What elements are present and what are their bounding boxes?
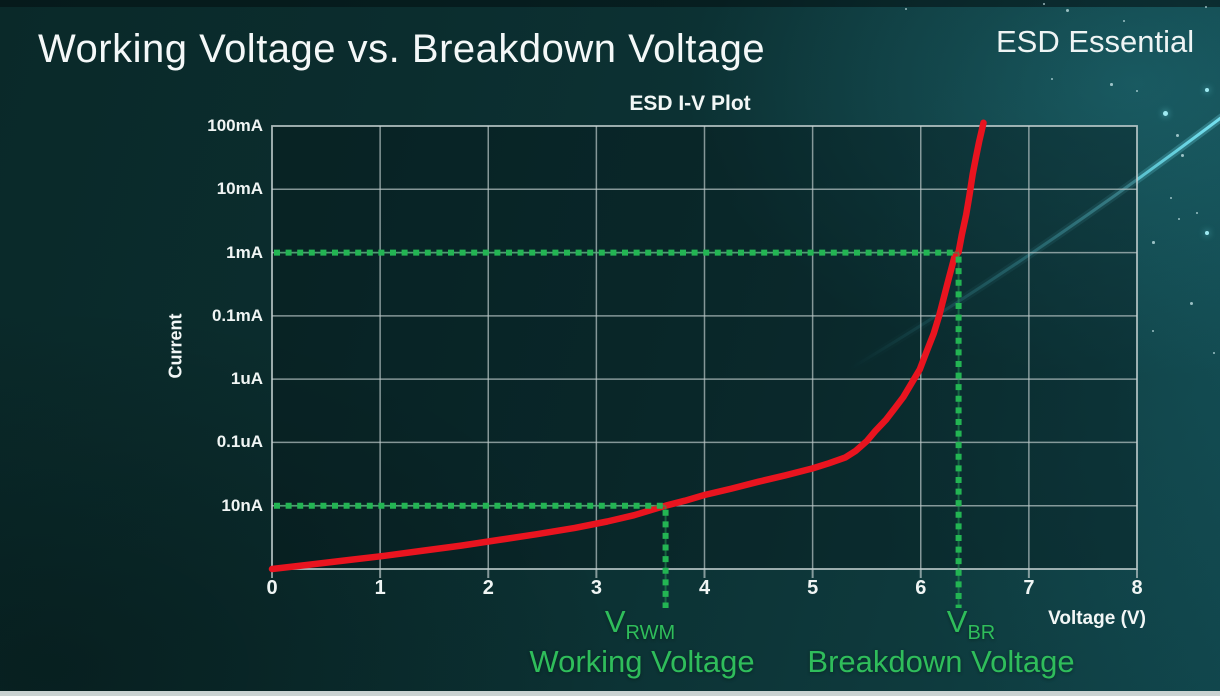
x-tick-label: 2	[482, 577, 494, 599]
particle-dot	[1066, 9, 1069, 12]
slide-title: Working Voltage vs. Breakdown Voltage	[38, 27, 766, 71]
particle-dot	[1196, 212, 1198, 214]
x-tick-label: 5	[807, 577, 819, 599]
particle-dot	[1190, 302, 1193, 305]
chart-title: ESD I-V Plot	[629, 92, 751, 115]
y-tick-label: 10nA	[221, 495, 263, 515]
x-axis-label: Voltage (V)	[1048, 608, 1146, 629]
y-tick-label: 10mA	[216, 179, 263, 199]
y-tick-label: 1mA	[226, 242, 263, 262]
particle-dot	[1051, 78, 1053, 80]
vbr-annotation: VBR	[946, 604, 995, 643]
x-tick-label: 8	[1131, 577, 1143, 599]
vrwm-annotation: VRWM	[604, 604, 675, 643]
particle-dot	[1152, 241, 1155, 244]
particle-dot	[1123, 20, 1125, 22]
particle-dot	[1163, 111, 1168, 116]
particle-dot	[1205, 6, 1207, 8]
y-tick-label: 1uA	[230, 369, 263, 389]
particle-dot	[1176, 134, 1179, 137]
particle-dot	[1152, 330, 1154, 332]
particle-dot	[1043, 3, 1045, 5]
particle-dot	[1181, 154, 1184, 157]
x-tick-label: 7	[1023, 577, 1035, 599]
vrwm-symbol: V	[604, 604, 626, 639]
x-tick-label: 6	[915, 577, 927, 599]
y-tick-label: 0.1mA	[211, 305, 263, 325]
particle-dot	[1178, 218, 1180, 220]
vbr-symbol: V	[946, 604, 968, 639]
x-tick-label: 4	[698, 577, 711, 599]
particle-dot	[1110, 83, 1113, 86]
x-tick-label: 3	[590, 577, 602, 599]
vbr-subscript: BR	[967, 622, 996, 645]
x-tick-label: 1	[374, 577, 386, 599]
bottom-strip	[0, 691, 1220, 696]
particle-dot	[1205, 88, 1209, 92]
vbr-caption: Breakdown Voltage	[807, 644, 1075, 679]
particle-dot	[1205, 231, 1209, 235]
brand-text: ESD Essential	[996, 24, 1195, 59]
particle-dot	[1170, 197, 1172, 199]
x-tick-label: 0	[266, 577, 278, 599]
vrwm-subscript: RWM	[625, 622, 676, 645]
y-tick-label: 100mA	[207, 116, 263, 135]
vrwm-caption: Working Voltage	[529, 644, 755, 679]
top-edge-strip	[0, 0, 1220, 7]
y-tick-label: 0.1uA	[216, 432, 263, 452]
particle-dot	[905, 8, 907, 10]
particle-dot	[1213, 352, 1215, 354]
particle-dot	[1136, 90, 1138, 92]
